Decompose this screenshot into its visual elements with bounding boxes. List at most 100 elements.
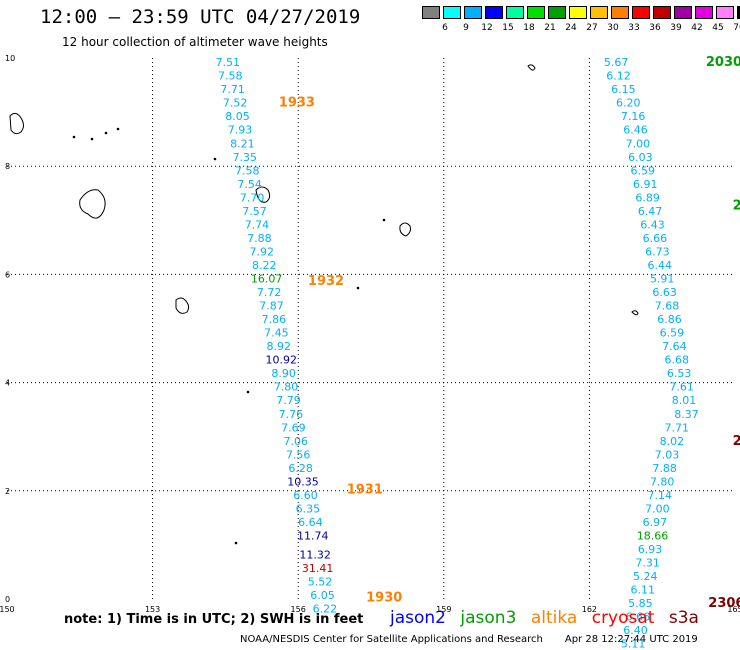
wave-height-label: 10.35	[287, 475, 319, 488]
x-tick-label: 159	[436, 605, 451, 614]
islet-dot	[356, 286, 360, 290]
x-tick-label: 150	[0, 605, 15, 614]
colorbar-label: 6	[442, 23, 448, 33]
island-outline	[79, 189, 106, 219]
axis-ticks: 150 153 156 159 162 165 0 2 4 6 8 10	[0, 54, 740, 614]
colorbar-swatch	[485, 6, 503, 19]
wave-height-label: 6.68	[665, 354, 690, 367]
wave-height-label: 7.79	[276, 394, 301, 407]
wave-height-label: 7.88	[652, 462, 677, 475]
wave-height-label: 10.92	[265, 354, 297, 367]
pass-time-label: 1930	[366, 591, 402, 606]
wave-height-label: 6.93	[638, 543, 663, 556]
generated-timestamp: Apr 28 12:27:44 UTC 2019	[564, 634, 698, 645]
page-title: 12:00 – 23:59 UTC 04/27/2019	[40, 6, 361, 28]
wave-height-label: 6.20	[616, 97, 641, 110]
wave-height-label: 6.28	[288, 462, 313, 475]
pass-time-label: 1932	[308, 274, 344, 289]
island-outline	[399, 222, 411, 237]
wave-height-label: 8.90	[271, 367, 296, 380]
colorbar-label: 39	[670, 23, 682, 33]
y-tick-label: 2	[5, 487, 10, 496]
wave-height-label: 7.45	[264, 327, 289, 340]
wave-height-label: 6.43	[640, 218, 665, 231]
colorbar-swatch	[653, 6, 671, 19]
wave-height-label: 6.59	[631, 164, 656, 177]
wave-height-label: 6.40	[623, 624, 648, 637]
credit-line: NOAA/NESDIS Center for Satellite Applica…	[240, 634, 698, 645]
wave-height-label: 7.70	[240, 191, 265, 204]
wave-height-label: 7.14	[648, 489, 673, 502]
island-outline	[255, 186, 271, 203]
wave-height-label: 6.03	[628, 151, 653, 164]
wave-height-label: 7.76	[279, 408, 304, 421]
wave-height-label: 6.35	[296, 502, 321, 515]
wave-height-label: 7.71	[665, 421, 690, 434]
wave-height-label: 7.51	[216, 56, 241, 69]
colorbar-swatch	[674, 6, 692, 19]
pass-time-label: 1933	[279, 96, 315, 111]
islet-dot	[213, 157, 217, 161]
wave-height-label: 7.03	[655, 448, 680, 461]
wave-height-label: 6.60	[293, 489, 318, 502]
pass-time-label: 23	[733, 434, 740, 449]
satellite-legend: jason2 jason3 altika cryosat s3a	[390, 608, 708, 628]
wave-height-label: 6.91	[633, 178, 658, 191]
wave-height-label: 7.61	[669, 381, 694, 394]
wave-height-label: 6.66	[626, 611, 651, 624]
wave-height-label: 7.35	[233, 151, 258, 164]
legend-jason3: jason3	[460, 608, 517, 628]
colorbar-swatch	[569, 6, 587, 19]
wave-height-label: 6.64	[298, 516, 323, 529]
y-tick-label: 10	[5, 54, 15, 63]
wave-height-label: 6.22	[313, 603, 338, 616]
wave-height-label: 7.80	[274, 381, 299, 394]
wave-height-label: 7.64	[662, 340, 687, 353]
wave-height-label: 7.56	[286, 448, 311, 461]
colorbar-swatch	[590, 6, 608, 19]
islet-dot	[382, 218, 386, 222]
wave-height-label: 8.37	[674, 408, 699, 421]
island-outline	[527, 64, 536, 71]
colorbar-swatch	[506, 6, 524, 19]
wave-height-label: 6.66	[643, 232, 668, 245]
islet-dot	[72, 135, 76, 139]
wave-height-label: 7.69	[281, 421, 306, 434]
wave-height-label: 7.88	[247, 232, 272, 245]
credit-text: NOAA/NESDIS Center for Satellite Applica…	[240, 634, 543, 645]
wave-height-label: 7.57	[242, 205, 267, 218]
track-east: 5.676.126.156.207.166.467.006.036.596.91…	[604, 55, 740, 650]
footnote: note: 1) Time is in UTC; 2) SWH is in fe…	[64, 612, 364, 627]
x-tick-label: 162	[582, 605, 597, 614]
colorbar-label: 21	[544, 23, 556, 33]
colorbar-swatch	[422, 6, 440, 19]
wave-height-label: 6.89	[635, 191, 660, 204]
wave-height-label: 6.46	[623, 124, 648, 137]
colorbar-label: 9	[463, 23, 469, 33]
wave-height-label: 5.91	[650, 273, 675, 286]
colorbar-swatch	[527, 6, 545, 19]
wave-height-label: 7.31	[635, 557, 660, 570]
wave-height-label: 6.44	[648, 259, 673, 272]
wave-height-label: 6.15	[611, 83, 636, 96]
pass-time-label: 20	[733, 198, 740, 213]
colorbar-label: 15	[502, 23, 514, 33]
y-tick-label: 8	[5, 162, 10, 171]
y-tick-label: 0	[5, 595, 10, 604]
legend-cryosat: cryosat	[591, 608, 655, 628]
island-outlines	[9, 64, 639, 545]
colorbar-label: 33	[628, 23, 640, 33]
wave-height-label: 6.12	[606, 70, 631, 83]
wave-height-label: 7.74	[245, 218, 270, 231]
wave-height-label: 5.52	[308, 575, 333, 588]
wave-height-label: 6.63	[652, 286, 677, 299]
colorbar-label: 24	[565, 23, 577, 33]
colorbar-swatch	[464, 6, 482, 19]
wave-height-label: 6.97	[643, 516, 668, 529]
colorbar-swatch	[443, 6, 461, 19]
wave-height-label: 7.52	[223, 97, 248, 110]
wave-height-label: 7.93	[228, 124, 253, 137]
wave-height-label: 8.01	[672, 394, 697, 407]
x-tick-label: 156	[291, 605, 306, 614]
